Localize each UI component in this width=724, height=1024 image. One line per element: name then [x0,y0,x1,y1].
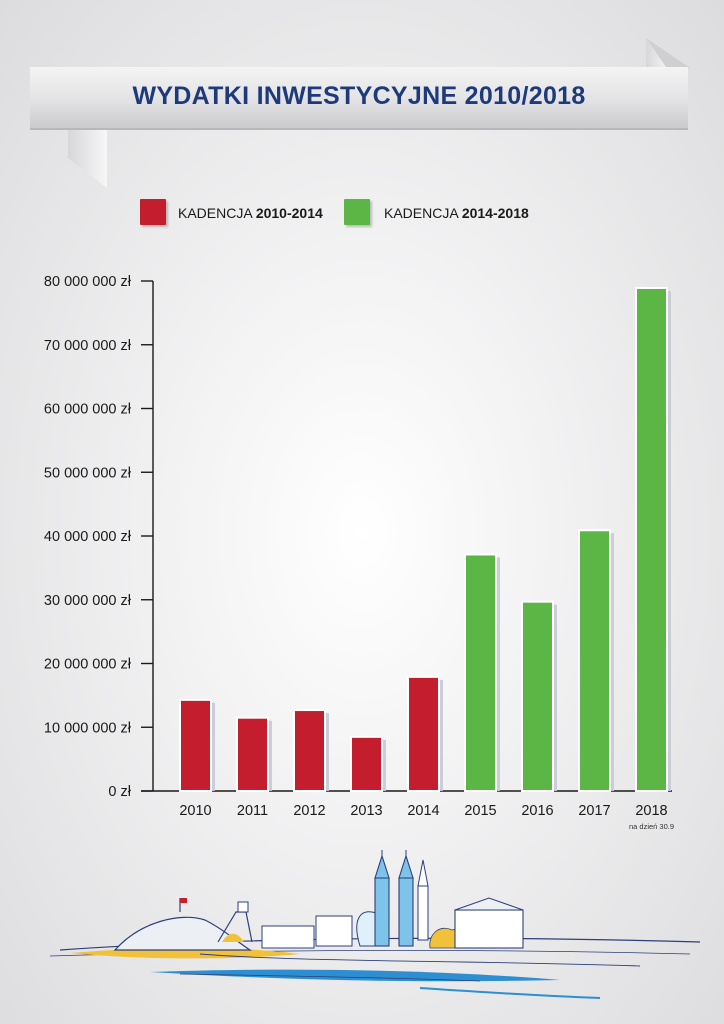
bar-annotation: na dzień 30.9 [629,822,674,831]
bar-2012 [293,709,326,792]
x-tick-label: 2013 [350,803,382,819]
x-tick-label: 2011 [237,803,268,819]
chart-title: WYDATKI INWESTYCYJNE 2010/2018 [132,82,586,110]
bar-2011 [236,716,269,792]
bar-2013 [350,735,383,792]
legend-item-2010-2014: KADENCJA 2010-2014 [140,199,340,227]
y-tick-label: 50 000 000 zł [44,465,132,481]
x-tick-label: 2014 [407,803,439,819]
legend-label: KADENCJA 2010-2014 [178,205,323,221]
bar-2018 [635,287,668,792]
y-tick-label: 80 000 000 zł [44,274,132,290]
legend-swatch-red [140,199,166,225]
x-tick-label: 2010 [179,803,211,819]
x-tick-label: 2016 [521,803,553,819]
y-tick-label: 30 000 000 zł [44,593,132,609]
legend-swatch-green [344,199,370,225]
bar-2015 [464,553,497,792]
x-tick-label: 2018 [635,803,667,819]
y-tick-label: 70 000 000 zł [44,338,132,354]
legend-item-2014-2018: KADENCJA 2014-2018 [344,199,564,227]
x-tick-label: 2012 [293,803,325,819]
x-tick-label: 2017 [578,803,610,819]
bar-2014 [407,675,440,793]
y-tick-label: 60 000 000 zł [44,402,132,418]
x-tick-label: 2015 [464,803,496,819]
legend-label: KADENCJA 2014-2018 [384,205,529,221]
city-skyline-illustration [49,850,701,999]
y-tick-label: 20 000 000 zł [44,657,132,673]
y-tick-label: 0 zł [108,784,131,800]
bar-2010 [179,698,212,793]
bar-2017 [578,529,611,792]
y-tick-label: 10 000 000 zł [44,720,132,736]
y-tick-label: 40 000 000 zł [44,529,132,545]
title-banner [30,38,690,188]
bar-chart: 0 zł 10 000 000 zł 20 000 000 zł 30 000 000… [44,274,674,831]
bar-2016 [521,600,554,792]
